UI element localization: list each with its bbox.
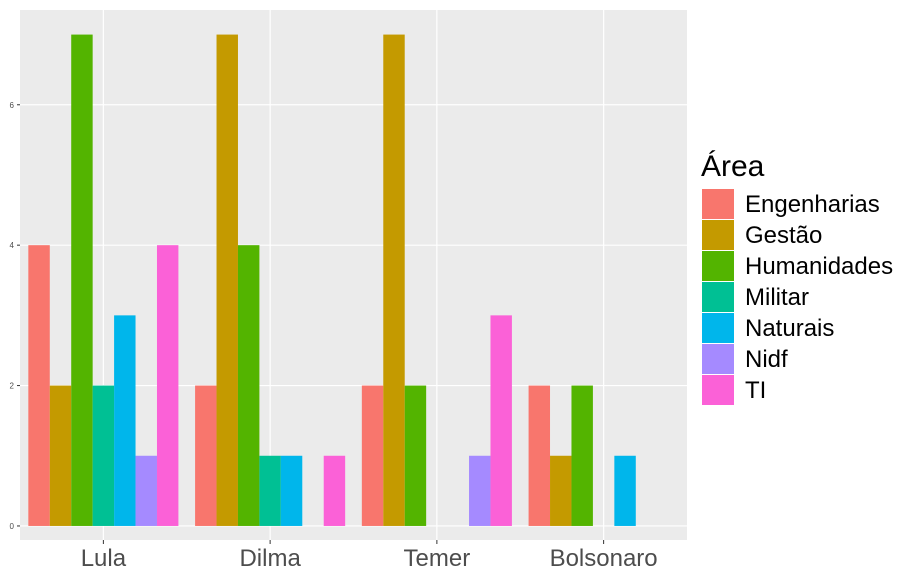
bar-gestão-temer xyxy=(383,34,405,526)
legend-key xyxy=(702,344,734,374)
legend-label: Naturais xyxy=(745,315,834,342)
bar-naturais-dilma xyxy=(280,455,303,526)
x-axis: Lula Dilma Temer Bolsonaro xyxy=(81,540,658,568)
legend-label: Nidf xyxy=(745,346,788,373)
bar-ti-lula xyxy=(156,245,179,526)
bar-ti-dilma xyxy=(323,455,346,526)
legend-key xyxy=(702,313,734,343)
legend-key xyxy=(702,189,734,219)
bar-naturais-bolsonaro xyxy=(614,455,636,526)
bar-nidf-temer xyxy=(469,455,491,526)
x-tick-label: Lula xyxy=(81,545,127,568)
bars xyxy=(28,34,636,526)
bar-gestão-dilma xyxy=(216,34,238,526)
y-axis: 0 2 4 6 xyxy=(10,101,20,531)
legend-key xyxy=(702,220,734,250)
y-tick-label: 0 xyxy=(10,522,15,531)
bar-militar-lula xyxy=(92,385,115,526)
legend-key xyxy=(702,282,734,312)
bar-militar-dilma xyxy=(259,455,281,526)
bar-nidf-lula xyxy=(135,455,157,526)
y-tick-label: 4 xyxy=(10,241,15,250)
bar-engenharias-lula xyxy=(28,245,50,526)
bar-humanidades-lula xyxy=(71,34,93,526)
bar-humanidades-temer xyxy=(404,385,427,526)
bar-humanidades-dilma xyxy=(237,245,260,526)
x-tick-label: Dilma xyxy=(239,545,301,568)
legend-key xyxy=(702,375,734,405)
y-tick-label: 2 xyxy=(10,382,15,391)
legend-label: TI xyxy=(745,377,766,404)
legend-label: Militar xyxy=(745,284,809,311)
bar-engenharias-temer xyxy=(361,385,384,526)
legend-label: Humanidades xyxy=(745,253,893,280)
x-tick-label: Bolsonaro xyxy=(550,545,658,568)
bar-gestão-lula xyxy=(49,385,72,526)
legend-label: Gestão xyxy=(745,222,822,249)
bar-engenharias-bolsonaro xyxy=(528,385,551,526)
x-tick-label: Temer xyxy=(404,545,471,568)
bar-engenharias-dilma xyxy=(195,385,217,526)
legend: Área Engenharias Gestão Humanidades Militar… xyxy=(701,150,893,405)
y-tick-label: 6 xyxy=(10,101,15,110)
bar-ti-temer xyxy=(490,315,512,526)
bar-humanidades-bolsonaro xyxy=(571,385,593,526)
bar-gestão-bolsonaro xyxy=(550,455,572,526)
legend-label: Engenharias xyxy=(745,191,880,218)
bar-naturais-lula xyxy=(114,315,136,526)
legend-key xyxy=(702,251,734,281)
legend-title: Área xyxy=(701,150,765,183)
